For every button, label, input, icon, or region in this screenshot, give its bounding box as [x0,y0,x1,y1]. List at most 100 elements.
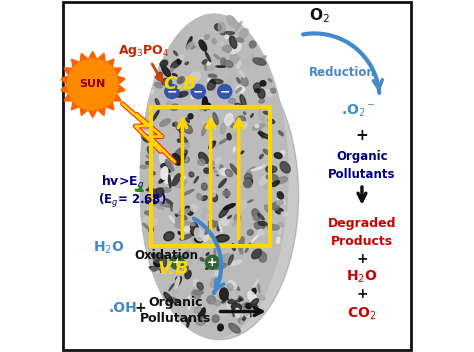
Ellipse shape [165,159,173,171]
Ellipse shape [197,194,202,200]
Ellipse shape [149,266,162,272]
Ellipse shape [221,301,226,303]
Text: .O$_2$$^-$: .O$_2$$^-$ [341,103,376,119]
Ellipse shape [175,214,180,218]
Ellipse shape [255,124,259,128]
Ellipse shape [215,158,220,164]
Ellipse shape [252,249,262,259]
Ellipse shape [140,51,299,340]
Ellipse shape [208,224,212,232]
Ellipse shape [205,170,217,172]
Ellipse shape [228,281,237,289]
Ellipse shape [156,271,159,274]
Ellipse shape [200,161,207,168]
Ellipse shape [146,162,151,164]
Ellipse shape [151,203,164,209]
Ellipse shape [272,181,279,186]
Polygon shape [72,59,80,68]
Text: −: − [219,85,230,98]
Ellipse shape [268,233,272,237]
Ellipse shape [254,304,258,309]
Ellipse shape [154,253,158,258]
Ellipse shape [170,68,173,72]
Ellipse shape [175,36,184,46]
Ellipse shape [211,193,218,202]
Ellipse shape [258,132,271,139]
Text: Pollutants: Pollutants [328,168,396,181]
Ellipse shape [244,174,252,181]
Ellipse shape [229,43,241,54]
Ellipse shape [259,175,270,185]
Ellipse shape [234,214,241,222]
Ellipse shape [280,150,285,156]
Text: Organic: Organic [148,296,203,309]
Ellipse shape [245,178,253,187]
Ellipse shape [219,254,231,262]
Ellipse shape [236,116,246,125]
Ellipse shape [246,243,250,252]
Ellipse shape [228,215,231,219]
Ellipse shape [267,225,279,230]
Ellipse shape [187,318,189,327]
Ellipse shape [256,242,264,249]
Ellipse shape [146,155,151,159]
Ellipse shape [186,253,188,258]
Ellipse shape [180,135,188,143]
Text: SUN: SUN [80,80,106,89]
Ellipse shape [237,303,243,315]
Polygon shape [112,93,121,101]
Ellipse shape [159,177,165,183]
Ellipse shape [172,174,180,186]
Ellipse shape [177,77,184,84]
Ellipse shape [259,154,263,159]
Ellipse shape [233,220,237,226]
Ellipse shape [185,270,191,279]
Ellipse shape [274,153,282,158]
Text: +: + [356,252,368,266]
Ellipse shape [219,306,228,314]
Ellipse shape [175,148,184,157]
Ellipse shape [274,201,276,208]
Ellipse shape [220,123,226,134]
Ellipse shape [254,83,261,90]
Ellipse shape [197,282,203,290]
Text: Organic: Organic [336,150,388,163]
Ellipse shape [210,277,219,288]
Ellipse shape [246,304,252,309]
Ellipse shape [208,161,214,168]
Ellipse shape [259,130,264,138]
Ellipse shape [240,122,247,128]
Polygon shape [72,101,80,110]
Polygon shape [97,54,105,63]
Ellipse shape [225,113,233,126]
Ellipse shape [227,15,237,27]
Ellipse shape [228,74,236,78]
Ellipse shape [169,284,174,291]
Ellipse shape [202,208,210,214]
Ellipse shape [176,180,186,188]
Ellipse shape [275,208,283,214]
Ellipse shape [204,35,210,39]
Ellipse shape [196,316,206,325]
Ellipse shape [183,251,189,258]
Text: (E$_g$= 2.68): (E$_g$= 2.68) [98,191,166,210]
Ellipse shape [281,212,288,216]
Ellipse shape [249,41,256,48]
Ellipse shape [173,250,175,263]
Polygon shape [88,51,97,59]
Ellipse shape [199,152,209,163]
Text: Oxidation: Oxidation [135,249,199,262]
Ellipse shape [204,235,210,241]
Text: +: + [135,301,146,315]
Circle shape [164,84,180,99]
Ellipse shape [155,82,163,88]
Ellipse shape [266,174,278,181]
Ellipse shape [195,93,199,94]
Ellipse shape [225,189,228,197]
Text: hv>E$_g$: hv>E$_g$ [101,174,145,192]
Ellipse shape [171,104,179,111]
Ellipse shape [205,62,211,67]
Ellipse shape [187,42,193,49]
Ellipse shape [228,74,235,85]
Polygon shape [60,84,69,93]
